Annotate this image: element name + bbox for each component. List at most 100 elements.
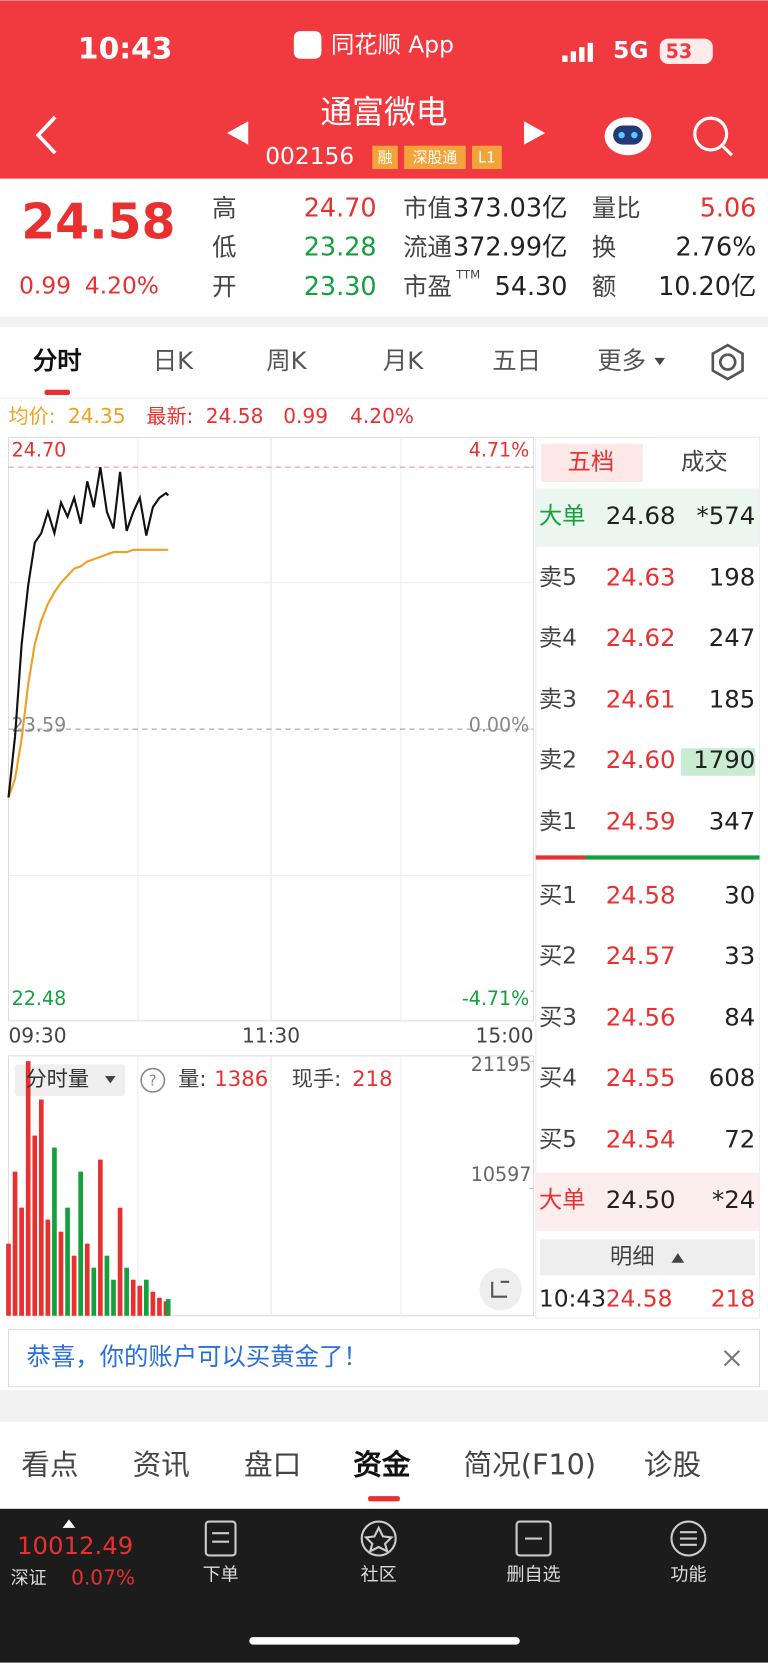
nav-icons [204,1520,707,1557]
chart-tab[interactable]: 日K [153,346,194,375]
bottom-tab[interactable]: 盘口 [244,1447,301,1481]
change: 0.99 [19,271,71,299]
volume-bar [117,1207,123,1316]
percent: 4.20% [85,271,159,299]
assistant-icon[interactable] [604,117,652,156]
book-label: 大单 [539,501,586,529]
volume-bar [58,1231,64,1316]
book-volume: 33 [724,941,755,970]
orderbook-frame [535,436,761,1319]
book-label: 卖4 [539,623,577,651]
volume-bar [143,1279,149,1316]
stat-value: 5.06 [700,193,757,223]
bottom-tab[interactable]: 诊股 [644,1447,701,1481]
volume-bar [165,1299,171,1316]
book-price: 24.60 [606,745,676,774]
stat-label: 市盈 [403,272,452,301]
bottom-tab[interactable]: 资金 [353,1447,411,1481]
volume-bar [65,1207,70,1316]
stat-value: 372.99亿 [453,233,567,263]
orderbook-tab[interactable]: 成交 [681,447,728,475]
banner-close[interactable] [723,1349,741,1367]
book-volume: 72 [724,1125,755,1154]
nav-item[interactable]: 下单 [203,1565,239,1586]
prev-stock[interactable] [227,121,249,145]
volume-bar [157,1297,162,1316]
next-stock[interactable] [524,121,546,145]
volume-value: 1386 [214,1067,268,1092]
nav-item[interactable]: 功能 [670,1565,706,1586]
bottom-tab[interactable]: 看点 [21,1447,78,1481]
bottom-tab[interactable]: 资讯 [133,1447,190,1481]
home-indicator [249,1637,520,1645]
bottom-tab[interactable]: 简况(F10) [464,1447,596,1481]
volume-bar [84,1243,90,1316]
index-value: 10012.49 [17,1531,133,1560]
book-volume: *24 [712,1185,755,1214]
tab-indicator [44,389,71,395]
tag-bg [472,145,502,170]
volume-bar [38,1099,44,1316]
chart-tab[interactable]: 五日 [492,346,541,375]
price: 24.58 [21,193,175,250]
orderbook-tab[interactable]: 五档 [568,447,615,475]
orderbook-tab-active [540,443,643,482]
hand-label: 现手: [292,1067,342,1092]
stat-value: 24.70 [304,193,377,223]
stat-label: 流通 [403,233,452,262]
stat-sup: TTM [455,268,480,282]
volume-title[interactable]: 分时量 [25,1067,89,1092]
chart-tab[interactable]: 月K [383,346,424,375]
expand-button[interactable] [479,1268,522,1311]
book-price: 24.56 [606,1003,676,1032]
stock-name: 通富微电 [320,93,447,131]
tag: 融 [378,148,393,166]
settings-icon[interactable] [711,343,744,381]
separator [0,316,768,328]
y-tick-label: 24.70 [12,439,67,462]
book-label: 买1 [539,881,577,909]
volume-selector[interactable] [14,1064,126,1097]
book-price: 24.63 [606,563,676,592]
back-button[interactable] [35,115,57,155]
stat-label: 开 [212,272,236,301]
stat-label: 换 [592,233,616,262]
book-volume: 247 [709,623,756,652]
last-change: 0.99 [283,404,328,428]
search-button[interactable] [693,116,734,157]
avg-label: 均价: [8,404,55,428]
chart-tab[interactable]: 分时 [33,346,82,375]
volume-bar [25,1061,31,1316]
stat-value: 23.30 [304,272,377,302]
book-label: 买5 [539,1125,577,1153]
chart-tab[interactable]: 周K [266,346,307,375]
index-name: 深证 [11,1568,47,1589]
network: 5G [613,36,648,64]
detail-arrow [671,1253,685,1263]
stat-value: 2.76% [676,233,757,263]
book-price: 24.55 [606,1063,676,1092]
book-volume: 185 [709,684,756,713]
nav-item[interactable]: 社区 [361,1565,397,1586]
volume-bar [137,1285,143,1316]
tag: L1 [478,148,496,166]
stat-value: 54.30 [495,272,568,302]
banner-box [7,1329,761,1388]
help-icon[interactable] [140,1067,166,1093]
detail-label[interactable]: 明细 [610,1244,655,1270]
tag-bg [372,145,398,170]
stat-label: 额 [592,272,616,301]
volume-bar [124,1267,129,1316]
trade-price: 24.58 [606,1284,673,1312]
volume-bar [111,1279,116,1316]
divider-buy [585,855,760,860]
book-label: 买3 [539,1003,577,1031]
banner-text[interactable]: 恭喜，你的账户可以买黄金了！ [27,1342,368,1371]
chart-tab[interactable]: 更多 [597,346,646,375]
volume-tick-label: 10597 [471,1163,532,1186]
avg-value: 24.35 [68,404,126,428]
nav-item[interactable]: 删自选 [507,1565,561,1586]
volume-bar [104,1255,110,1316]
detail-bg[interactable] [539,1239,756,1276]
